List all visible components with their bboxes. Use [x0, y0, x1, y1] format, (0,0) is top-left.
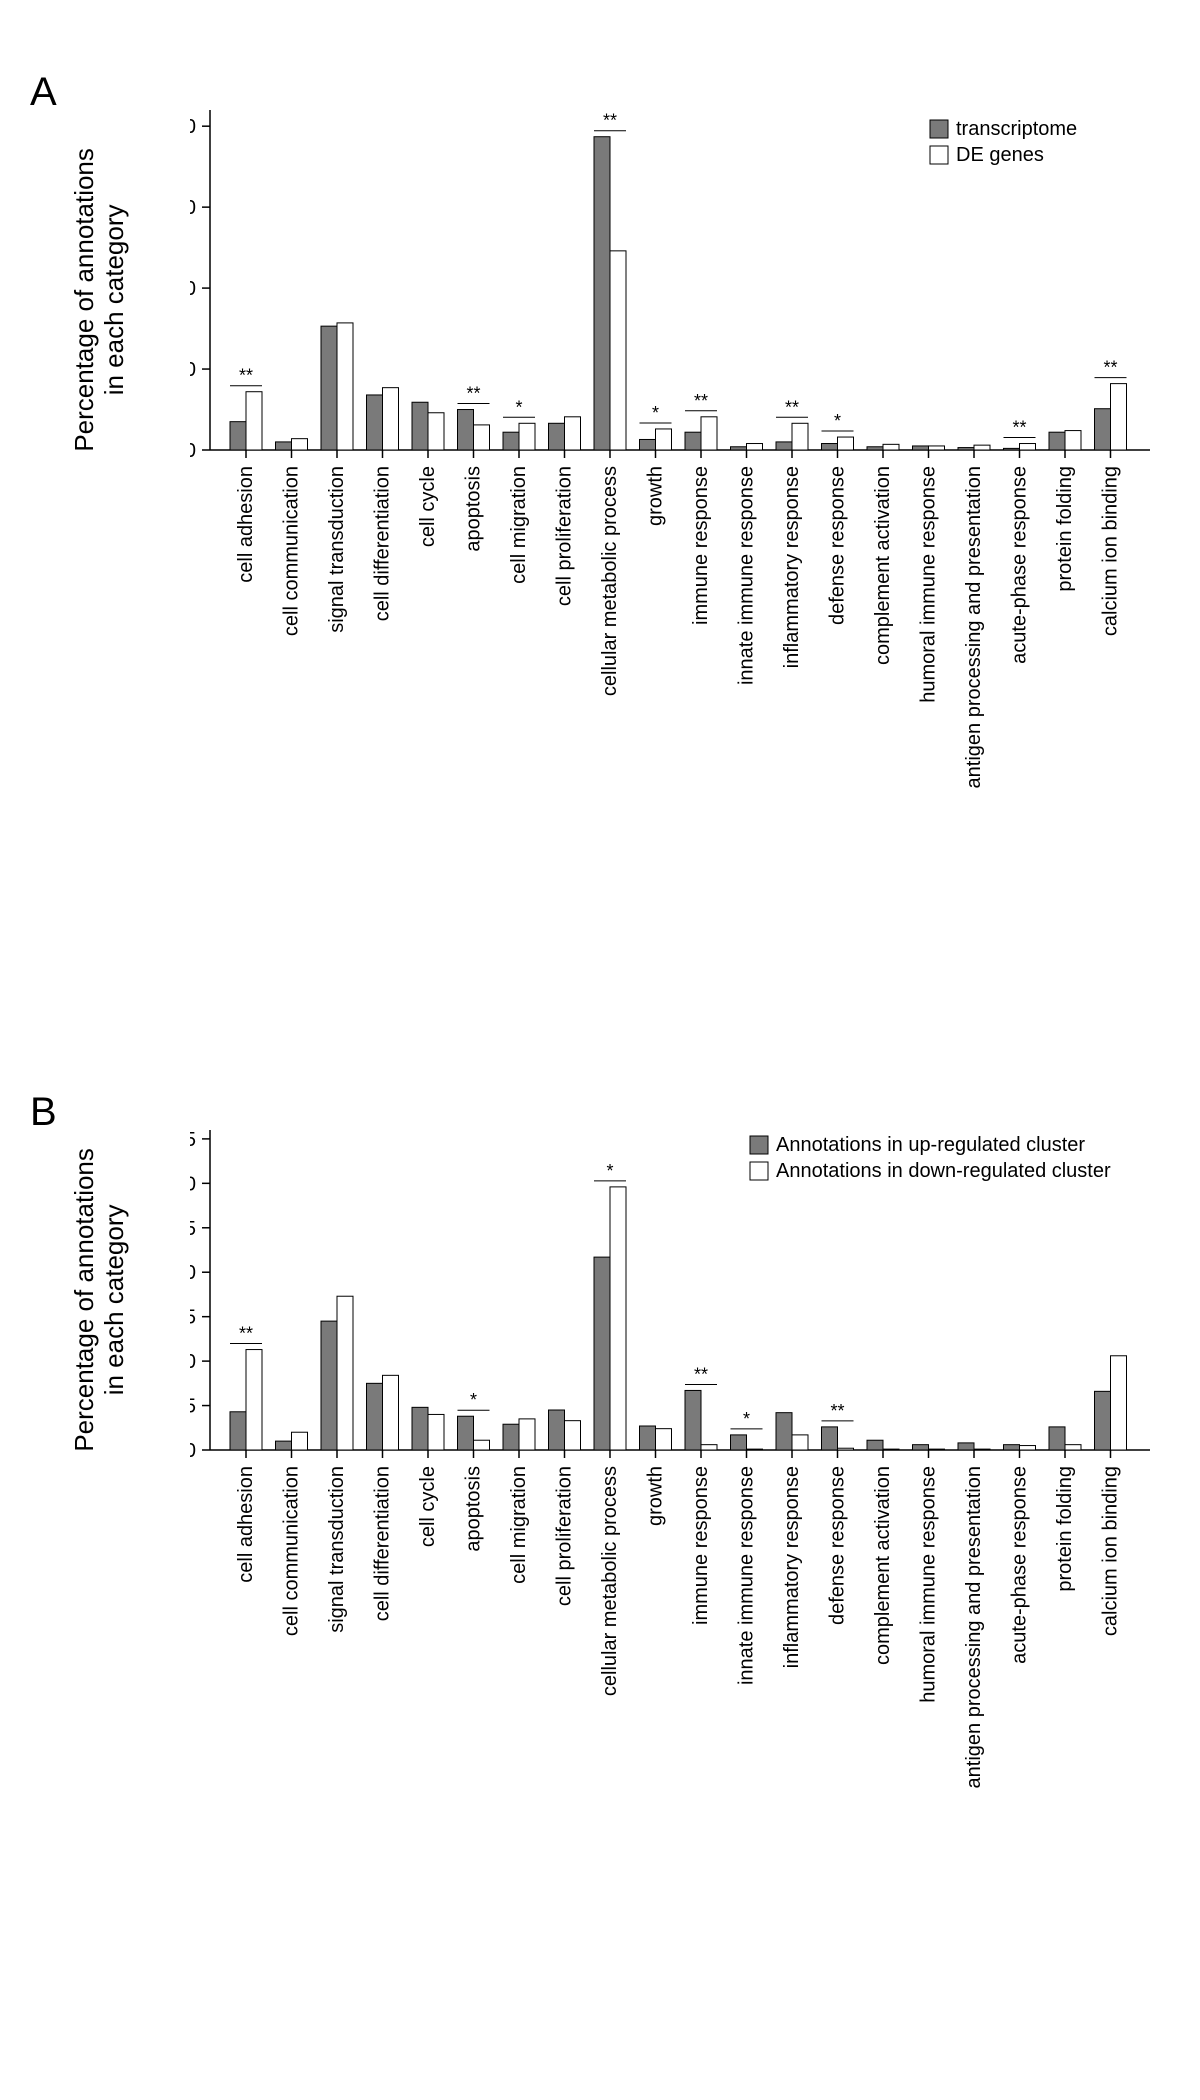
svg-text:cell cycle: cell cycle	[417, 466, 439, 547]
svg-text:immune response: immune response	[690, 1466, 712, 1625]
svg-text:35: 35	[190, 1129, 196, 1151]
svg-text:**: **	[694, 391, 708, 411]
svg-text:innate immune response: innate immune response	[736, 1466, 758, 1685]
svg-text:0: 0	[190, 440, 196, 462]
svg-text:**: **	[1012, 418, 1026, 438]
svg-text:**: **	[239, 1324, 253, 1344]
svg-text:5: 5	[190, 1396, 196, 1418]
panel-a-chart: 010203040cell adhesion**cell communicati…	[190, 80, 1160, 950]
svg-text:acute-phase response: acute-phase response	[1009, 466, 1031, 664]
panel-b-svg: 05101520253035cell adhesion**cell commun…	[190, 1100, 1170, 1950]
svg-text:protein folding: protein folding	[1054, 466, 1076, 592]
panel-b-chart: 05101520253035cell adhesion**cell commun…	[190, 1100, 1160, 1950]
svg-text:growth: growth	[645, 466, 667, 526]
svg-text:*: *	[834, 411, 841, 431]
svg-text:10: 10	[190, 359, 196, 381]
svg-text:**: **	[830, 1401, 844, 1421]
svg-text:30: 30	[190, 197, 196, 219]
figure-wrap: A Percentage of annotations in each cate…	[0, 0, 1200, 2100]
svg-text:20: 20	[190, 278, 196, 300]
svg-text:10: 10	[190, 1351, 196, 1373]
svg-text:cell migration: cell migration	[508, 466, 530, 584]
svg-text:humoral immune response: humoral immune response	[918, 466, 940, 703]
svg-text:transcriptome: transcriptome	[956, 118, 1077, 140]
svg-text:Annotations in up-regulated cl: Annotations in up-regulated cluster	[776, 1134, 1085, 1156]
panel-a-label: A	[30, 70, 57, 115]
svg-text:cell differentiation: cell differentiation	[372, 466, 394, 621]
svg-text:humoral immune response: humoral immune response	[918, 1466, 940, 1703]
svg-text:cell communication: cell communication	[281, 466, 303, 636]
svg-text:growth: growth	[645, 1466, 667, 1526]
svg-text:antigen processing and present: antigen processing and presentation	[963, 466, 985, 788]
svg-text:cell communication: cell communication	[281, 1466, 303, 1636]
svg-text:cell cycle: cell cycle	[417, 1466, 439, 1547]
svg-text:cell adhesion: cell adhesion	[235, 466, 257, 583]
svg-text:inflammatory response: inflammatory response	[781, 1466, 803, 1668]
panel-a: A Percentage of annotations in each cate…	[40, 80, 1160, 1040]
svg-text:15: 15	[190, 1307, 196, 1329]
svg-text:complement activation: complement activation	[872, 466, 894, 665]
svg-text:40: 40	[190, 116, 196, 138]
svg-text:*: *	[652, 403, 659, 423]
svg-text:immune response: immune response	[690, 466, 712, 625]
svg-text:*: *	[743, 1409, 750, 1429]
svg-text:cell proliferation: cell proliferation	[554, 466, 576, 606]
svg-text:calcium ion binding: calcium ion binding	[1100, 1466, 1122, 1636]
svg-text:**: **	[694, 1364, 708, 1384]
svg-text:acute-phase response: acute-phase response	[1009, 1466, 1031, 1664]
svg-text:20: 20	[190, 1262, 196, 1284]
panel-a-svg: 010203040cell adhesion**cell communicati…	[190, 80, 1170, 950]
svg-text:*: *	[515, 397, 522, 417]
svg-text:**: **	[239, 366, 253, 386]
svg-text:**: **	[785, 397, 799, 417]
svg-text:cell adhesion: cell adhesion	[235, 1466, 257, 1583]
svg-text:protein folding: protein folding	[1054, 1466, 1076, 1592]
svg-text:cellular metabolic process: cellular metabolic process	[599, 1466, 621, 1696]
svg-text:0: 0	[190, 1440, 196, 1462]
svg-text:DE genes: DE genes	[956, 144, 1044, 166]
svg-text:cell differentiation: cell differentiation	[372, 1466, 394, 1621]
svg-text:apoptosis: apoptosis	[463, 466, 485, 552]
svg-text:**: **	[603, 111, 617, 131]
svg-text:defense response: defense response	[827, 1466, 849, 1625]
svg-text:defense response: defense response	[827, 466, 849, 625]
svg-text:calcium ion binding: calcium ion binding	[1100, 466, 1122, 636]
svg-text:Annotations in down-regulated: Annotations in down-regulated cluster	[776, 1160, 1111, 1182]
panel-b-label: B	[30, 1090, 57, 1135]
svg-text:complement activation: complement activation	[872, 1466, 894, 1665]
svg-text:cell proliferation: cell proliferation	[554, 1466, 576, 1606]
svg-text:cell migration: cell migration	[508, 1466, 530, 1584]
svg-text:*: *	[606, 1161, 613, 1181]
svg-text:signal transduction: signal transduction	[326, 1466, 348, 1633]
svg-text:**: **	[1103, 358, 1117, 378]
svg-text:apoptosis: apoptosis	[463, 1466, 485, 1552]
svg-text:inflammatory response: inflammatory response	[781, 466, 803, 668]
svg-text:25: 25	[190, 1218, 196, 1240]
panel-b-ylabel: Percentage of annotations in each catego…	[70, 1120, 130, 1480]
svg-text:*: *	[470, 1390, 477, 1410]
panel-b: B Percentage of annotations in each cate…	[40, 1100, 1160, 2000]
svg-text:**: **	[466, 384, 480, 404]
svg-text:signal transduction: signal transduction	[326, 466, 348, 633]
svg-text:cellular metabolic process: cellular metabolic process	[599, 466, 621, 696]
svg-text:30: 30	[190, 1173, 196, 1195]
panel-a-ylabel: Percentage of annotations in each catego…	[70, 120, 130, 480]
svg-text:antigen processing and present: antigen processing and presentation	[963, 1466, 985, 1788]
svg-text:innate immune response: innate immune response	[736, 466, 758, 685]
